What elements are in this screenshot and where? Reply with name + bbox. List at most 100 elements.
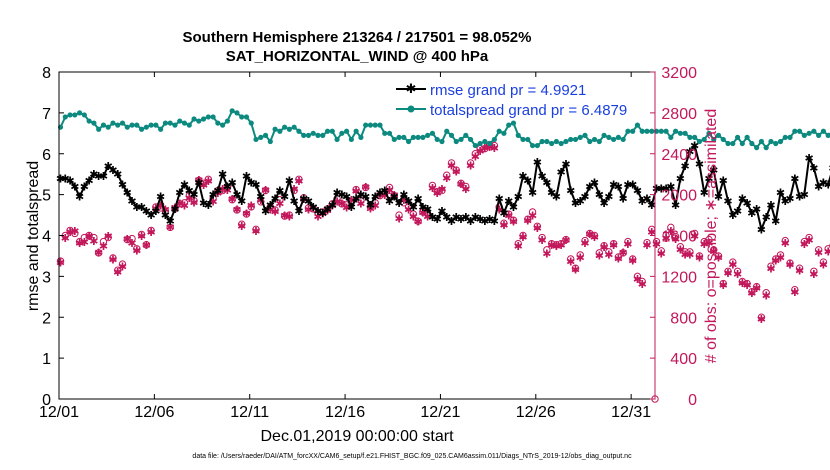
totalspread-point [706,130,712,136]
totalspread-point [820,128,827,134]
totalspread-point [200,116,207,122]
x-tick-label: 12/06 [134,404,174,421]
totalspread-point [67,112,73,118]
totalspread-point [86,118,92,124]
totalspread-point [158,126,164,132]
obs-possible-marker [752,282,761,291]
obs-possible-marker [238,220,246,228]
obs-assimilated-marker: ✱ [714,251,723,264]
obs-possible-marker [80,233,89,242]
totalspread-point [506,122,512,128]
obs-assimilated-marker: ✱ [480,142,489,155]
obs-assimilated-marker: ✱ [476,145,485,158]
totalspread-point [315,132,321,138]
totalspread-point [620,136,626,143]
obs-assimilated-marker: ✱ [704,237,713,250]
obs-assimilated-marker: ✱ [251,225,260,238]
obs-assimilated-marker: ✱ [280,210,289,223]
rmse-point: ✱ [700,187,709,200]
rmse-point: ✱ [247,176,256,189]
obs-assimilated-marker: ✱ [571,264,580,277]
rmse-point: ✱ [657,182,666,195]
obs-assimilated-marker: ✱ [747,287,756,300]
obs-assimilated-marker: ✱ [99,240,108,253]
obs-possible-marker [109,254,117,262]
rmse-point: ✱ [690,140,699,153]
obs-assimilated-marker: ✱ [595,249,604,262]
totalspread-point [572,136,579,143]
rmse-point: ✱ [65,174,74,187]
obs-possible-marker [619,249,627,257]
obs-assimilated-marker: ✱ [743,279,752,292]
rmse-point: ✱ [576,195,585,208]
totalspread-point [267,138,273,145]
totalspread-point [734,134,741,140]
rmse-point: ✱ [366,199,375,212]
totalspread-point [239,114,245,120]
obs-possible-marker [667,223,675,232]
rmse-point: ✱ [628,178,637,191]
obs-assimilated-marker: ✱ [671,233,680,246]
rmse-point: ✱ [518,170,527,183]
obs-possible-marker [304,204,313,212]
totalspread-point [649,128,655,134]
rmse-point: ✱ [480,215,489,228]
totalspread-point [696,138,703,145]
totalspread-point [134,122,140,128]
rmse-point: ✱ [828,162,830,175]
rmse-point: ✱ [447,215,456,228]
obs-assimilated-marker: ✱ [433,187,442,200]
obs-assimilated-marker: ✱ [313,211,322,224]
x-tick-label: 12/21 [420,404,460,421]
obs-possible-marker [247,203,255,211]
obs-possible-marker [776,251,785,259]
obs-assimilated-marker: ✱ [118,261,127,274]
totalspread-point [76,110,83,116]
obs-assimilated-marker: ✱ [175,197,184,210]
rmse-point: ✱ [781,195,790,208]
totalspread-point [596,138,602,145]
obs-assimilated-marker: ✱ [89,235,98,248]
legend: ✱ rmse grand pr = 4.9921 totalspread gra… [396,82,627,119]
rmse-point: ✱ [723,195,732,208]
totalspread-point [663,128,669,134]
obs-assimilated-marker: ✱ [552,240,561,253]
totalspread-point [715,132,722,138]
obs-possible-marker [690,229,699,238]
totalspread-point [286,126,292,132]
obs-assimilated-marker: ✱ [738,277,747,290]
rmse-point: ✱ [595,189,604,202]
obs-assimilated-marker: ✱ [533,222,542,235]
obs-assimilated-marker: ✱ [428,182,437,195]
totalspread-point [282,124,288,130]
obs-assimilated-marker: ✱ [681,248,690,261]
rmse-point: ✱ [428,211,437,224]
obs-assimilated-marker: ✱ [418,206,427,219]
rmse-point: ✱ [266,199,275,212]
obs-possible-marker [724,267,732,275]
obs-assimilated-marker: ✱ [819,259,828,272]
totalspread-point [301,132,307,138]
rmse-point: ✱ [590,176,599,189]
totalspread-point [811,128,817,134]
obs-possible-marker [428,181,437,190]
rmse-point: ✱ [380,185,389,198]
y-left-tick-label: 7 [42,106,51,123]
obs-assimilated-marker: ✱ [495,203,504,216]
obs-assimilated-marker: ✱ [676,243,685,256]
obs-assimilated-marker: ✱ [471,150,480,163]
obs-possible-marker [361,183,370,192]
obs-possible-marker [524,215,532,223]
obs-possible-marker [533,222,542,231]
obs-assimilated-marker: ✱ [661,232,670,245]
obs-assimilated-marker: ✱ [147,226,156,239]
rmse-point: ✱ [795,191,804,204]
y-left-tick-label: 5 [42,188,51,205]
footer-data-file: data file: /Users/raeder/DAI/ATM_forcXX/… [192,453,632,460]
totalspread-point [148,122,154,128]
rmse-point: ✱ [609,178,618,191]
rmse-point: ✱ [733,205,742,218]
obs-assimilated-marker: ✱ [180,199,189,212]
rmse-point: ✱ [232,189,241,202]
obs-assimilated-marker: ✱ [566,256,575,269]
